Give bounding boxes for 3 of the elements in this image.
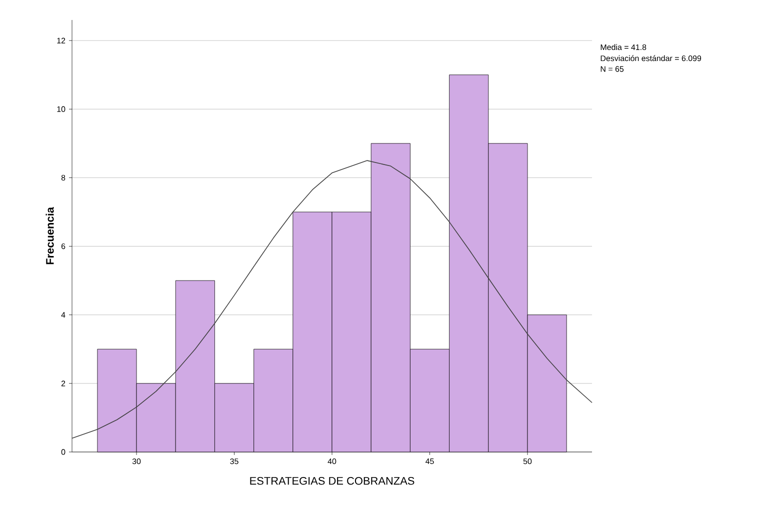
x-axis-title: ESTRATEGIAS DE COBRANZAS <box>250 476 414 485</box>
y-axis-title: Frecuencia <box>46 206 54 264</box>
line-series <box>72 160 592 439</box>
